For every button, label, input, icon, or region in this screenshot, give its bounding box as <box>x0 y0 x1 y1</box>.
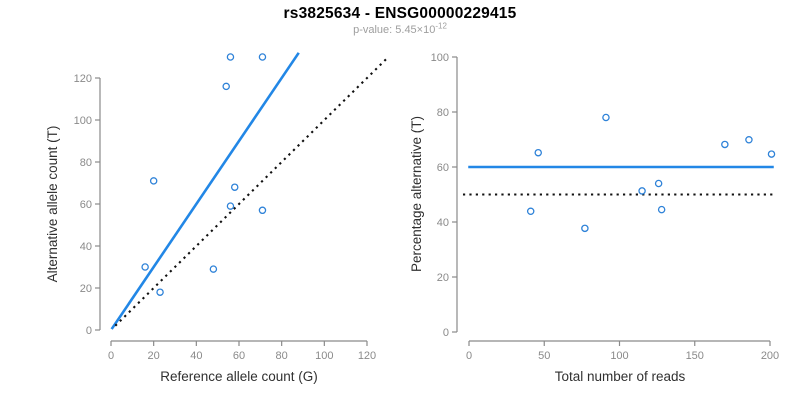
x-tick-label: 100 <box>610 350 628 362</box>
scatter-point <box>226 53 235 61</box>
scatter-point <box>141 263 149 271</box>
x-axis-title: Total number of reads <box>555 369 686 384</box>
fit-line <box>110 52 300 330</box>
x-tick-label: 100 <box>315 350 333 362</box>
y-axis-title: Percentage alternative (T) <box>409 116 424 272</box>
scatter-point <box>657 205 666 214</box>
identity-line <box>114 57 388 327</box>
scatter-point <box>534 148 542 157</box>
scatter-point <box>222 82 230 91</box>
x-tick-label: 120 <box>358 350 376 362</box>
scatter-point <box>258 206 267 215</box>
y-axis-title: Alternative allele count (T) <box>45 126 60 283</box>
x-tick-label: 60 <box>233 350 245 362</box>
scatter-point <box>209 265 218 273</box>
x-tick-label: 40 <box>190 350 202 362</box>
scatter-point <box>581 224 589 233</box>
figure-subtitle: p-value: 5.45×10-12 <box>0 21 800 36</box>
y-tick-label: 100 <box>74 115 92 127</box>
scatter-point <box>258 53 267 61</box>
scatter-point <box>654 179 663 188</box>
p-value-text: p-value: 5.45×10 <box>353 24 436 36</box>
scatter-point <box>149 177 158 185</box>
percentage-panel: 0 20 40 60 80 100 0 50 100 150 200 Total number of … <box>409 52 779 384</box>
scatter-point <box>226 202 235 210</box>
scatter-point <box>156 288 164 296</box>
x-tick-label: 20 <box>148 350 160 362</box>
y-tick-label: 80 <box>437 107 449 119</box>
scatter-point <box>638 187 646 195</box>
scatter-point <box>767 150 776 158</box>
y-tick-label: 0 <box>443 327 449 339</box>
x-tick-label: 0 <box>466 350 472 362</box>
y-tick-label: 0 <box>86 325 92 337</box>
scatter-point <box>745 136 753 144</box>
p-value-exponent: -12 <box>435 21 447 31</box>
x-tick-label: 80 <box>276 350 288 362</box>
x-tick-label: 50 <box>538 350 550 362</box>
scatter-point <box>230 183 239 191</box>
scatter-point <box>602 113 610 122</box>
y-tick-label: 60 <box>80 199 92 211</box>
y-tick-label: 20 <box>80 283 92 295</box>
y-tick-label: 20 <box>437 272 449 284</box>
scatter-point <box>526 207 535 216</box>
x-tick-label: 0 <box>108 350 114 362</box>
x-tick-label: 200 <box>761 350 779 362</box>
y-tick-label: 100 <box>431 52 449 64</box>
y-tick-label: 60 <box>437 162 449 174</box>
y-tick-label: 40 <box>80 241 92 253</box>
figure-title: rs3825634 - ENSG00000229415 <box>283 5 517 22</box>
x-axis-title: Reference allele count (G) <box>160 369 318 384</box>
y-tick-label: 40 <box>437 217 449 229</box>
y-tick-label: 80 <box>80 157 92 169</box>
x-tick-label: 150 <box>686 350 704 362</box>
y-tick-label: 120 <box>74 73 92 85</box>
allele-count-panel: 0 20 40 60 80 100 120 0 20 40 60 80 100 120 Reference … <box>45 52 388 384</box>
scatter-point <box>721 140 729 149</box>
